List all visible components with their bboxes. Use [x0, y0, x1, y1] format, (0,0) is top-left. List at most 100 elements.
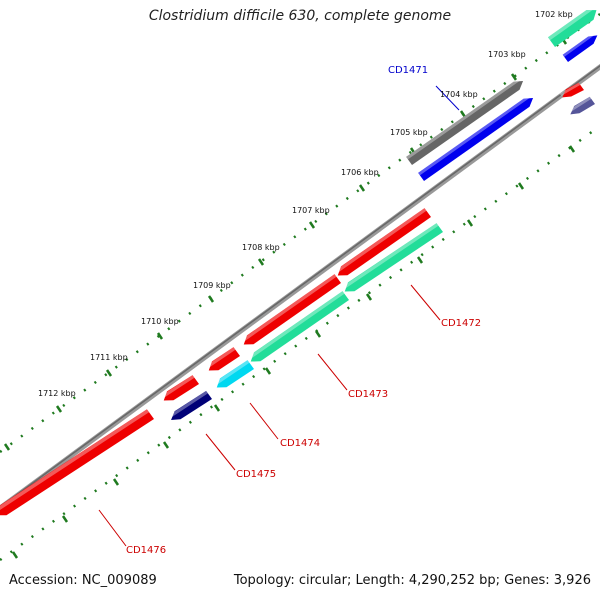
- gene-label-cd1474[interactable]: CD1474: [280, 438, 320, 449]
- gene-cd1471-blue: [418, 93, 534, 181]
- gene-upstream-blue-body: [562, 35, 598, 62]
- ruler-major-tick: [416, 256, 424, 264]
- ruler-major-tick: [314, 330, 322, 338]
- gene-label-cd1472[interactable]: CD1472: [441, 318, 481, 329]
- ruler-label: 1705 kbp: [390, 128, 428, 137]
- gene-cd1473-red: [240, 274, 341, 345]
- gene-cd1475-red-highlight: [160, 375, 195, 399]
- ruler-outer: [0, 12, 600, 454]
- feature-track: [0, 5, 598, 516]
- gene-label-cd1475[interactable]: CD1475: [236, 469, 276, 480]
- ruler-label: 1706 kbp: [341, 168, 379, 177]
- gene-upstream-green-highlight: [547, 5, 596, 41]
- gene-cd1471-gray-highlight: [406, 76, 522, 160]
- ruler-label: 1707 kbp: [292, 206, 330, 215]
- gene-cd1475-navy: [168, 390, 212, 420]
- ruler-major-tick: [105, 369, 113, 377]
- ruler-major-tick: [112, 478, 120, 486]
- ruler-major-tick: [3, 443, 11, 451]
- ruler-label: 1712 kbp: [38, 389, 76, 398]
- ruler-major-tick: [517, 182, 525, 190]
- ruler-major-tick: [510, 73, 518, 81]
- ruler-major-tick: [213, 404, 221, 412]
- gene-cd1475-red: [160, 375, 199, 401]
- ruler-label: 1708 kbp: [242, 243, 280, 252]
- genome-backbone: [0, 63, 600, 512]
- gene-upstream-slate-body: [570, 96, 595, 115]
- ruler-major-tick: [156, 332, 164, 340]
- map-title: Clostridium difficile 630, complete geno…: [148, 8, 452, 24]
- gene-upstream-slate-highlight: [567, 96, 592, 113]
- gene-upstream-blue-highlight: [562, 31, 597, 57]
- ruler-major-tick: [55, 405, 63, 413]
- gene-upstream-green-body: [547, 10, 597, 48]
- gene-upstream-slate: [567, 96, 595, 115]
- topology-value: circular: [298, 573, 347, 588]
- gene-cd1472-red: [334, 208, 431, 276]
- gene-label-cd1473[interactable]: CD1473: [348, 389, 388, 400]
- gene-cd1471-blue-highlight: [418, 93, 532, 176]
- topology-label: Topology:: [233, 573, 299, 588]
- gene-cd1471-gray-body: [406, 80, 524, 165]
- gene-cd1472-green: [341, 223, 443, 292]
- genome-stats: Topology: circular; Length: 4,290,252 bp…: [233, 573, 591, 588]
- gene-cd1473-red-body: [243, 274, 341, 345]
- ruler-major-tick: [568, 145, 576, 153]
- gene-cd1472-green-highlight: [341, 223, 439, 290]
- gene-cd1474-cyan-highlight: [213, 360, 250, 386]
- accession-info: Accession: NC_009089: [9, 573, 157, 588]
- gene-label-leader: [410, 284, 441, 321]
- ruler-label: 1711 kbp: [90, 353, 128, 362]
- ruler-label: 1709 kbp: [193, 281, 231, 290]
- ruler-label: 1702 kbp: [535, 10, 573, 19]
- ruler-label: 1703 kbp: [488, 50, 526, 59]
- ruler-label: 1710 kbp: [141, 317, 179, 326]
- gene-cd1471-gray: [406, 76, 524, 165]
- gene-cd1472-red-highlight: [334, 208, 427, 274]
- ruler-major-tick: [257, 258, 265, 266]
- ruler-major-tick: [459, 110, 467, 118]
- ruler-major-tick: [365, 293, 373, 301]
- ruler-label: 1704 kbp: [440, 90, 478, 99]
- gene-label-cd1476[interactable]: CD1476: [126, 545, 166, 556]
- gene-label-leader: [435, 85, 460, 111]
- gene-cd1474-cyan-body: [216, 360, 254, 388]
- gene-cd1474-red-highlight: [205, 347, 236, 369]
- gene-cd1476-red-body: [0, 409, 154, 516]
- gene-cd1475-navy-body: [171, 390, 212, 420]
- gene-label-leader: [249, 402, 279, 440]
- length-label: Length:: [355, 573, 409, 588]
- ruler-major-tick: [466, 219, 474, 227]
- gene-cd1473-red-highlight: [240, 274, 337, 343]
- gene-upstream-red-highlight: [559, 82, 581, 96]
- gene-cd1475-red-body: [163, 375, 199, 401]
- gene-upstream-green: [547, 5, 597, 48]
- gene-cd1475-navy-highlight: [168, 390, 208, 419]
- gene-cd1472-red-body: [337, 208, 431, 276]
- ruler-inner: [0, 124, 600, 562]
- gene-label-cd1471[interactable]: CD1471: [388, 65, 428, 76]
- label-leaders: [98, 85, 460, 547]
- gene-label-leader: [205, 433, 236, 471]
- ruler-major-tick: [358, 184, 366, 192]
- ruler-major-tick: [162, 441, 170, 449]
- gene-upstream-red: [559, 82, 584, 98]
- ruler-major-tick: [11, 551, 19, 559]
- gene-cd1476-red-highlight: [0, 409, 150, 510]
- accession-label: Accession:: [9, 573, 82, 588]
- ruler-major-tick: [207, 295, 215, 303]
- gene-upstream-blue: [562, 31, 598, 62]
- ruler-major-tick: [61, 515, 69, 523]
- gene-cd1476-red: [0, 409, 154, 516]
- ruler-major-ticks: [3, 37, 576, 559]
- accession-value: NC_009089: [81, 573, 157, 588]
- gene-cd1473-green: [247, 291, 349, 362]
- gene-cd1471-blue-body: [418, 97, 534, 181]
- gene-cd1473-green-body: [250, 291, 349, 362]
- gene-upstream-red-body: [562, 82, 584, 98]
- gene-cd1473-green-highlight: [247, 291, 345, 360]
- gene-cd1474-red-body: [208, 347, 240, 371]
- ruler-major-tick: [308, 221, 316, 229]
